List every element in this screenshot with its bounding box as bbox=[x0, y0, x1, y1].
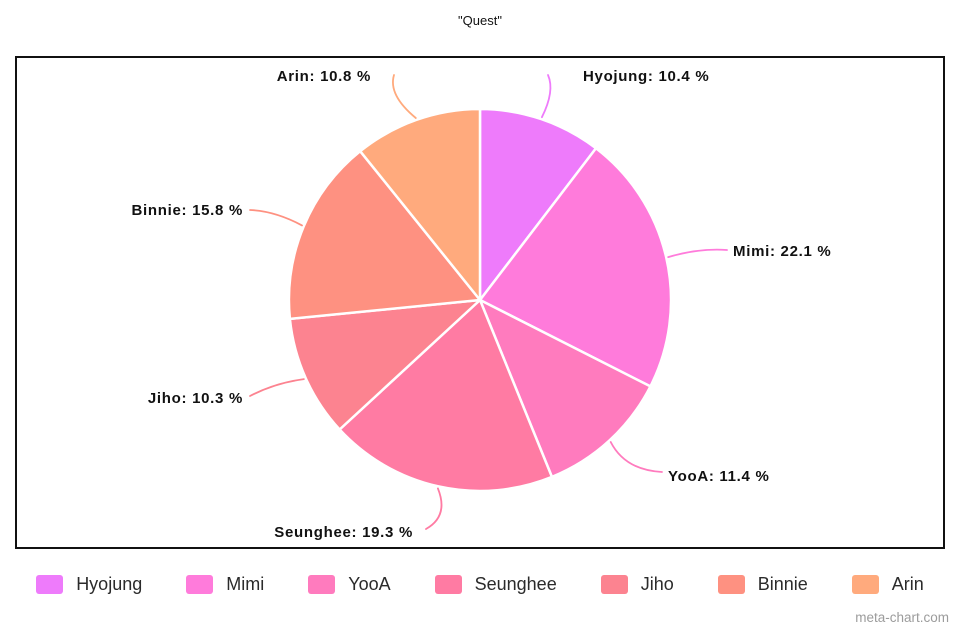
callout-seunghee: Seunghee: 19.3 % bbox=[274, 524, 413, 541]
callout-hyojung: Hyojung: 10.4 % bbox=[583, 68, 710, 85]
leader-line-arin bbox=[392, 74, 417, 119]
leader-line-yooa bbox=[609, 441, 663, 473]
legend: Hyojung Mimi YooA Seunghee Jiho Binnie A… bbox=[0, 574, 960, 595]
leader-line-binnie bbox=[249, 209, 303, 227]
legend-item-yooa: YooA bbox=[308, 574, 391, 595]
callout-jiho: Jiho: 10.3 % bbox=[147, 390, 243, 407]
legend-item-arin: Arin bbox=[851, 574, 924, 595]
pie-slice-yooa bbox=[478, 298, 652, 479]
legend-item-hyojung: Hyojung bbox=[36, 574, 142, 595]
legend-item-binnie: Binnie bbox=[717, 574, 808, 595]
legend-item-mimi: Mimi bbox=[186, 574, 264, 595]
legend-swatch-jiho bbox=[600, 575, 628, 594]
legend-label-arin: Arin bbox=[891, 574, 924, 594]
legend-item-seunghee: Seunghee bbox=[434, 574, 557, 595]
leader-line-jiho bbox=[249, 378, 305, 397]
legend-item-jiho: Jiho bbox=[600, 574, 674, 595]
legend-swatch-seunghee bbox=[434, 575, 462, 594]
legend-swatch-binnie bbox=[717, 575, 745, 594]
pie-slice-seunghee bbox=[338, 298, 554, 493]
chart-area: Hyojung: 10.4 % Mimi: 22.1 % YooA: 11.4 … bbox=[15, 56, 945, 549]
callout-yooa: YooA: 11.4 % bbox=[668, 468, 770, 485]
legend-label-seunghee: Seunghee bbox=[474, 574, 557, 594]
leader-line-seunghee bbox=[425, 487, 443, 530]
legend-label-hyojung: Hyojung bbox=[76, 574, 143, 594]
legend-label-binnie: Binnie bbox=[757, 574, 808, 594]
pie-slice-arin bbox=[358, 107, 482, 302]
callout-mimi: Mimi: 22.1 % bbox=[733, 243, 832, 260]
pie-slice-jiho bbox=[288, 298, 482, 431]
legend-swatch-mimi bbox=[186, 575, 214, 594]
chart-title: "Quest" bbox=[458, 13, 502, 28]
legend-label-jiho: Jiho bbox=[640, 574, 674, 594]
callout-arin: Arin: 10.8 % bbox=[276, 68, 371, 85]
callout-binnie: Binnie: 15.8 % bbox=[131, 202, 243, 219]
legend-swatch-yooa bbox=[308, 575, 336, 594]
leader-line-mimi bbox=[667, 248, 728, 258]
legend-swatch-arin bbox=[851, 575, 879, 594]
legend-label-yooa: YooA bbox=[348, 574, 391, 594]
leader-line-hyojung bbox=[541, 74, 552, 119]
pie-slice-hyojung bbox=[478, 107, 598, 302]
legend-label-mimi: Mimi bbox=[226, 574, 265, 594]
legend-swatch-hyojung bbox=[36, 575, 64, 594]
pie-chart bbox=[249, 74, 728, 530]
pie-slice-binnie bbox=[287, 149, 482, 321]
watermark: meta-chart.com bbox=[855, 610, 949, 625]
pie-slice-mimi bbox=[478, 147, 673, 388]
